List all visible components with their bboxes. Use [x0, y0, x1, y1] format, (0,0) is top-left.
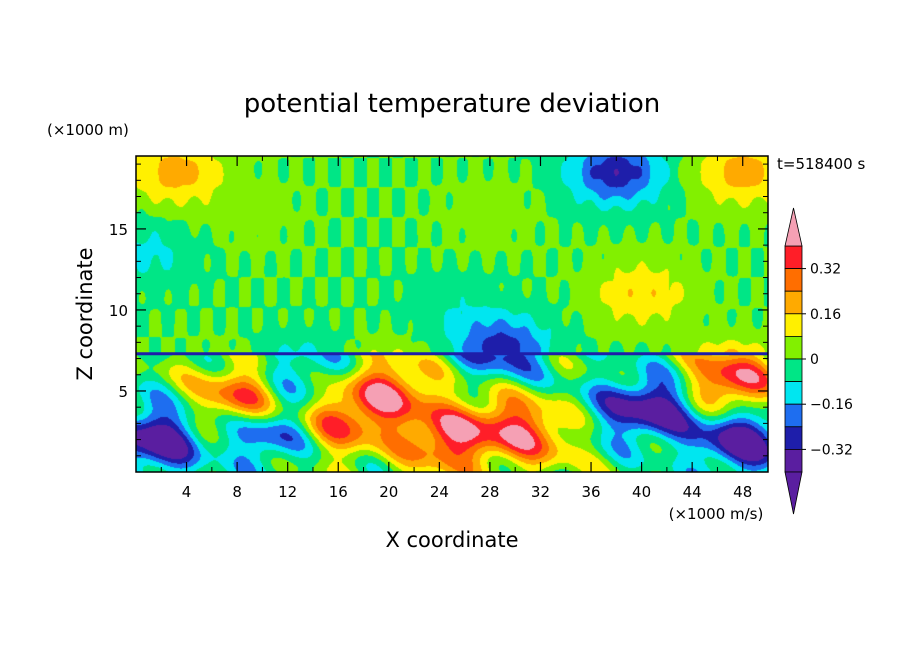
x-tick-label: 32: [531, 483, 550, 501]
y-unit-label: (×1000 m): [47, 121, 129, 139]
chart-title: potential temperature deviation: [244, 89, 660, 119]
x-axis-label: X coordinate: [385, 528, 518, 552]
colorbar-segment: [784, 358, 803, 383]
x-tick-label: 12: [278, 483, 297, 501]
x-tick-label: 48: [733, 483, 752, 501]
colorbar-segment: [784, 381, 803, 405]
x-tick-label: 4: [182, 483, 192, 501]
colorbar: 0.32 0.16 0 −0.16 −0.32: [784, 207, 853, 515]
colorbar-segment: [784, 313, 803, 337]
colorbar-label: 0.16: [810, 307, 841, 323]
x-tick-label: 28: [480, 483, 499, 501]
colorbar-label: −0.32: [810, 442, 853, 458]
colorbar-segment: [784, 335, 803, 360]
colorbar-segment: [784, 290, 803, 315]
y-axis-ticks: 5 10 15: [109, 163, 768, 457]
plot-area: [136, 156, 768, 472]
x-axis-ticks: 4 8 12 16 20 24 28 32 36 40 44 48: [160, 156, 752, 501]
y-tick-label: 15: [109, 221, 128, 239]
plot-frame: [135, 155, 769, 473]
colorbar-label: −0.16: [810, 397, 853, 413]
x-unit-label: (×1000 m/s): [669, 505, 764, 523]
y-tick-label: 5: [118, 383, 128, 401]
x-tick-label: 36: [581, 483, 600, 501]
contour-field: [136, 156, 768, 472]
colorbar-segment: [784, 426, 803, 450]
colorbar-segment: [784, 245, 803, 270]
x-tick-label: 40: [632, 483, 651, 501]
time-label: t=518400 s: [777, 155, 865, 173]
x-tick-label: 44: [683, 483, 702, 501]
colorbar-over-arrow: [784, 207, 803, 247]
x-tick-label: 16: [329, 483, 348, 501]
x-tick-label: 8: [232, 483, 242, 501]
colorbar-segment: [784, 448, 803, 473]
x-tick-label: 20: [379, 483, 398, 501]
colorbar-label: 0.32: [810, 262, 841, 278]
colorbar-under-arrow: [784, 471, 803, 515]
x-tick-label: 24: [430, 483, 449, 501]
colorbar-segment: [784, 403, 803, 428]
colorbar-label: 0: [810, 352, 819, 368]
y-tick-label: 10: [109, 302, 128, 320]
y-axis-label: Z coordinate: [73, 247, 97, 380]
colorbar-segment: [784, 268, 803, 292]
